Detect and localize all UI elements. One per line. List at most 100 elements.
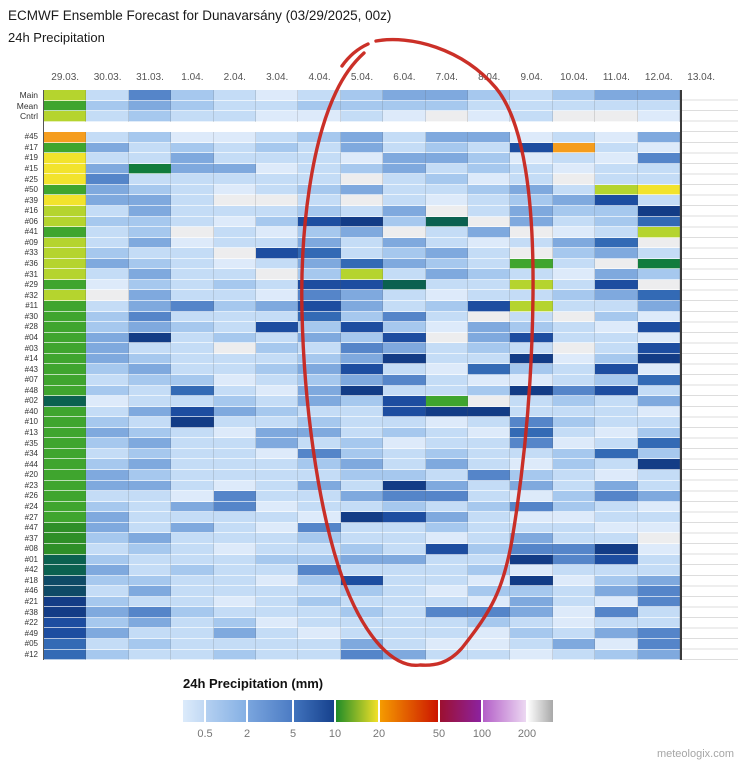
heatmap-cell (171, 575, 214, 587)
heatmap-cell (298, 522, 341, 534)
heatmap-cell (86, 501, 129, 513)
heatmap-cell (256, 216, 299, 228)
heatmap-cell (44, 332, 87, 344)
heatmap-cell (425, 142, 468, 154)
heatmap-cell (213, 522, 256, 534)
heatmap-cell (425, 480, 468, 492)
heatmap-row (44, 90, 680, 101)
heatmap-cell (383, 111, 426, 123)
heatmap-cell (86, 279, 129, 291)
heatmap-cell (552, 311, 596, 323)
heatmap-cell (213, 142, 256, 154)
heatmap-cell (595, 205, 638, 217)
heatmap-cell (595, 459, 638, 470)
heatmap-cell (425, 132, 468, 143)
heatmap-cell (383, 311, 426, 323)
heatmap-cell (44, 396, 87, 407)
row-label: #27 (24, 512, 38, 522)
heatmap-cell (383, 596, 426, 608)
heatmap-cell (510, 565, 553, 576)
heatmap-cell (256, 153, 299, 164)
heatmap-cell (256, 322, 299, 333)
heatmap-cell (256, 290, 299, 301)
heatmap-row (44, 290, 680, 301)
row-label: #14 (24, 354, 38, 364)
date-label: 5.04. (350, 72, 374, 83)
heatmap-cell (425, 596, 468, 608)
heatmap-cell (256, 227, 299, 238)
heatmap-cell (510, 258, 553, 270)
heatmap-cell (298, 153, 341, 164)
row-label: #36 (24, 259, 38, 269)
heatmap-cell (128, 522, 172, 534)
heatmap-cell (298, 385, 341, 397)
date-label: 1.04. (181, 72, 204, 83)
heatmap-cell (298, 438, 341, 449)
row-label: #19 (24, 153, 38, 163)
heatmap-cell (298, 237, 341, 249)
heatmap-cell (171, 195, 214, 206)
heatmap-cell (298, 195, 341, 206)
heatmap-cell (510, 543, 553, 555)
heatmap-cell (637, 565, 680, 576)
heatmap-cell (552, 195, 596, 206)
heatmap-cell (171, 617, 214, 629)
heatmap-cell (468, 248, 511, 259)
heatmap-cell (468, 639, 511, 650)
colorbar-segment (183, 700, 204, 722)
heatmap-cell (595, 438, 638, 449)
row-label: #38 (24, 607, 38, 617)
heatmap-cell (298, 554, 341, 566)
heatmap-cell (44, 279, 87, 291)
heatmap-cell (128, 406, 172, 418)
heatmap-cell (298, 311, 341, 323)
row-label: #07 (24, 375, 38, 385)
heatmap-cell (171, 396, 214, 407)
watermark-meteologix: meteologix.com (656, 748, 734, 760)
heatmap-cell (468, 427, 511, 439)
heatmap-cell (510, 596, 553, 608)
heatmap-cell (595, 417, 638, 428)
heatmap-cell (595, 290, 638, 301)
heatmap-row (44, 396, 680, 407)
heatmap-cell (637, 639, 680, 650)
heatmap-cell (468, 396, 511, 407)
heatmap-cell (213, 279, 256, 291)
heatmap-cell (171, 269, 214, 280)
row-label: #25 (24, 174, 38, 184)
heatmap-cell (510, 227, 553, 238)
heatmap-cell (171, 163, 214, 175)
heatmap-cell (552, 480, 596, 492)
heatmap-cell (383, 522, 426, 534)
heatmap-cell (44, 533, 87, 544)
heatmap-cell (552, 174, 596, 185)
heatmap-cell (552, 322, 596, 333)
heatmap-cell (256, 649, 299, 661)
heatmap-cell (637, 385, 680, 397)
heatmap-cell (128, 279, 172, 291)
member-row-labels: #45 #17 #19 #15 #25 #50 #39 #16 #06 #41 #09 #33 #36 #… (0, 132, 41, 660)
heatmap-cell (595, 216, 638, 228)
heatmap-cell (340, 628, 384, 639)
heatmap-cell (468, 90, 511, 101)
heatmap-cell (468, 322, 511, 333)
heatmap-cell (171, 279, 214, 291)
heatmap-cell (552, 111, 596, 123)
heatmap-cell (44, 575, 87, 587)
row-label: #41 (24, 227, 38, 237)
heatmap-cell (256, 332, 299, 344)
heatmap-cell (637, 353, 680, 365)
heatmap-cell (256, 438, 299, 449)
heatmap-cell (86, 90, 129, 101)
heatmap-cell (595, 470, 638, 481)
heatmap-cell (637, 269, 680, 280)
heatmap-cell (468, 374, 511, 386)
heatmap-cell (256, 163, 299, 175)
heatmap-cell (298, 543, 341, 555)
heatmap-cell (383, 279, 426, 291)
heatmap-cell (595, 448, 638, 460)
heatmap-cell (552, 554, 596, 566)
heatmap-cell (425, 195, 468, 206)
heatmap-cell (86, 628, 129, 639)
heatmap-cell (171, 491, 214, 502)
